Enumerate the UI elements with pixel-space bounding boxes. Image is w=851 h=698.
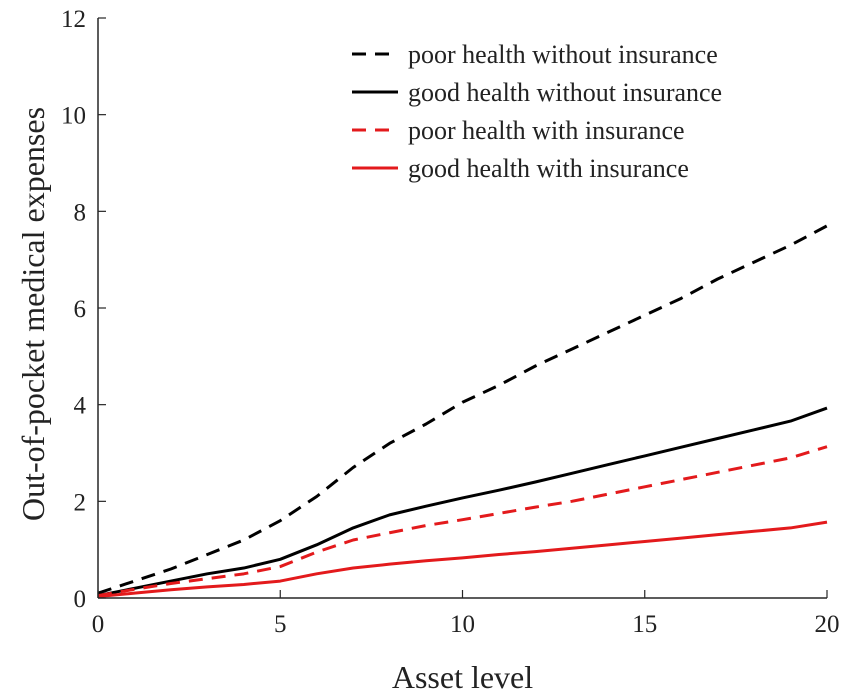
x-tick-label: 0 bbox=[92, 611, 105, 638]
x-axis-title: Asset level bbox=[392, 659, 533, 695]
legend-label-3: poor health with insurance bbox=[408, 116, 685, 145]
legend: poor health without insurance good health… bbox=[352, 40, 722, 183]
axes: 0 5 10 15 20 0 2 4 6 8 10 12 bbox=[61, 6, 840, 638]
y-tick-label: 0 bbox=[74, 586, 87, 613]
x-tick-label: 15 bbox=[632, 611, 657, 638]
y-tick-label: 12 bbox=[61, 6, 86, 33]
series-line-1 bbox=[97, 224, 828, 595]
y-tick-label: 8 bbox=[74, 199, 87, 226]
legend-label-2: good health without insurance bbox=[408, 78, 722, 107]
y-tick-label: 6 bbox=[74, 296, 87, 323]
series-line-2 bbox=[97, 406, 828, 598]
series-line-3 bbox=[97, 445, 828, 598]
series-layer bbox=[97, 224, 828, 599]
y-tick-label: 2 bbox=[74, 489, 87, 516]
x-tick-label: 10 bbox=[450, 611, 475, 638]
series-line-4 bbox=[97, 520, 828, 599]
y-tick-label: 4 bbox=[74, 393, 87, 420]
legend-label-1: poor health without insurance bbox=[408, 40, 718, 69]
y-tick-label: 10 bbox=[61, 103, 86, 130]
legend-label-4: good health with insurance bbox=[408, 154, 689, 183]
y-axis-title: Out-of-pocket medical expenses bbox=[15, 107, 51, 521]
x-tick-label: 20 bbox=[815, 611, 840, 638]
x-tick-label: 5 bbox=[274, 611, 287, 638]
